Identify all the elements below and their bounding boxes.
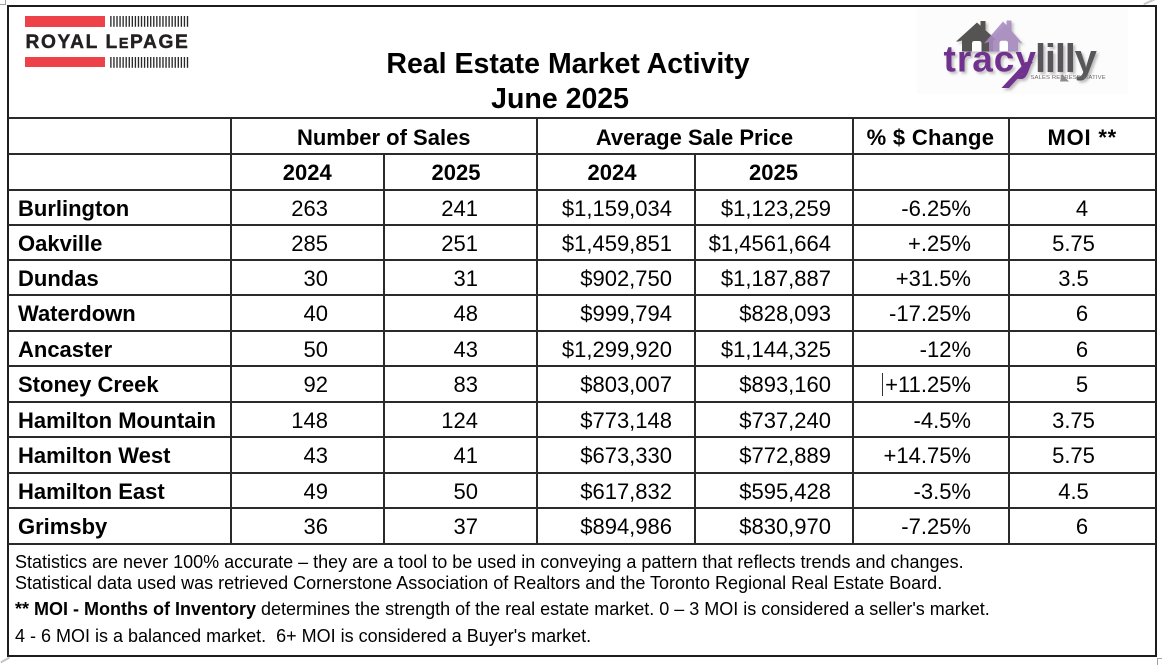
- svg-text:lilly: lilly: [1035, 37, 1098, 81]
- svg-text:SALES REPRESENTATIVE: SALES REPRESENTATIVE: [1031, 75, 1106, 81]
